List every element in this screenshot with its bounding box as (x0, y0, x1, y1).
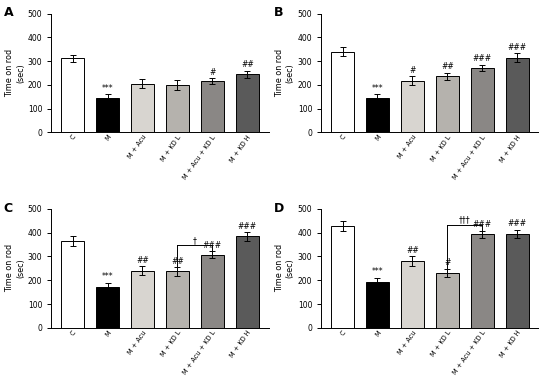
Text: ##: ## (171, 257, 184, 266)
Text: ###: ### (508, 43, 527, 52)
Text: ##: ## (136, 256, 149, 264)
Bar (236, 74, 258, 133)
Bar (201, 81, 224, 133)
Text: ***: *** (102, 84, 113, 93)
Bar (61, 241, 84, 328)
Text: ##: ## (406, 246, 419, 255)
Y-axis label: Time on rod
(sec): Time on rod (sec) (5, 49, 25, 97)
Text: #: # (444, 258, 450, 267)
Bar (471, 68, 493, 133)
Text: ###: ### (203, 240, 222, 250)
Bar (236, 236, 258, 328)
Text: #: # (209, 67, 215, 77)
Text: ###: ### (508, 219, 527, 228)
Bar (436, 76, 459, 133)
Bar (366, 282, 389, 328)
Bar (166, 271, 189, 328)
Text: ***: *** (372, 84, 384, 93)
Bar (471, 234, 493, 328)
Text: ***: *** (372, 267, 384, 276)
Bar (201, 255, 224, 328)
Text: ##: ## (441, 62, 454, 71)
Bar (331, 226, 354, 328)
Text: #: # (409, 66, 416, 75)
Text: C: C (4, 202, 13, 215)
Bar (131, 84, 154, 133)
Text: ###: ### (238, 222, 257, 231)
Bar (366, 98, 389, 133)
Bar (436, 273, 459, 328)
Text: ***: *** (102, 272, 113, 281)
Text: B: B (274, 6, 283, 19)
Bar (131, 271, 154, 328)
Text: ##: ## (241, 60, 254, 69)
Bar (506, 234, 529, 328)
Text: †††: ††† (459, 216, 471, 225)
Bar (96, 287, 119, 328)
Y-axis label: Time on rod
(sec): Time on rod (sec) (275, 49, 295, 97)
Text: ###: ### (473, 54, 492, 64)
Text: A: A (4, 6, 13, 19)
Bar (61, 58, 84, 133)
Bar (96, 98, 119, 133)
Y-axis label: Time on rod
(sec): Time on rod (sec) (5, 244, 25, 293)
Bar (401, 261, 424, 328)
Text: D: D (274, 202, 284, 215)
Text: †: † (193, 236, 197, 245)
Bar (331, 51, 354, 133)
Bar (401, 81, 424, 133)
Y-axis label: Time on rod
(sec): Time on rod (sec) (275, 244, 295, 293)
Text: ###: ### (473, 220, 492, 229)
Bar (166, 85, 189, 133)
Bar (506, 58, 529, 133)
